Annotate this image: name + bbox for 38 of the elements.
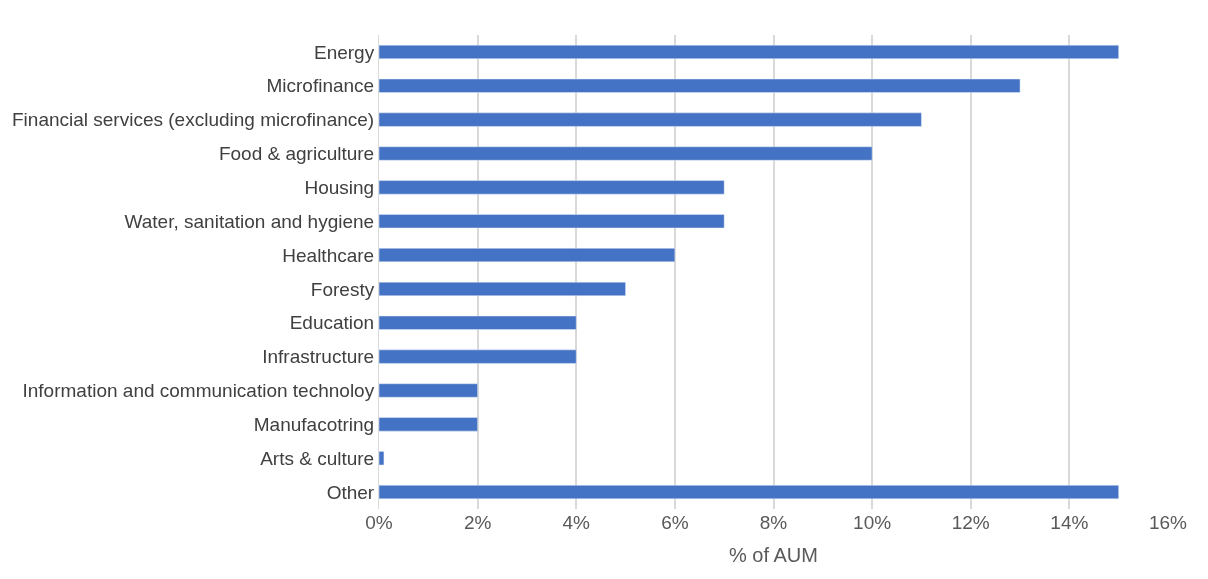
y-tick-label: Infrastructure (262, 346, 375, 368)
y-tick-label: Foresty (310, 278, 375, 300)
y-tick-label: Other (326, 481, 375, 503)
x-tick-label: 10% (853, 512, 892, 533)
bar (379, 44, 1119, 59)
y-tick-label: Water, sanitation and hygiene (124, 210, 375, 232)
bar (379, 78, 1021, 93)
y-tick-label: Food & agriculture (218, 143, 375, 165)
x-axis-title: % of AUM (729, 543, 818, 566)
bar (379, 248, 676, 263)
y-tick-label: Education (289, 312, 375, 334)
x-tick-label: 4% (562, 512, 591, 533)
y-tick-label: Healthcare (282, 244, 375, 266)
bar (379, 214, 725, 229)
bar (379, 315, 577, 330)
bar (379, 112, 922, 127)
bar (379, 417, 478, 432)
x-tick-label: 0% (365, 512, 393, 533)
bar (379, 281, 626, 296)
y-tick-label: Energy (314, 41, 375, 63)
x-tick-label: 14% (1050, 512, 1089, 533)
y-tick-label: Manufacotring (253, 414, 375, 436)
y-tick-label: Housing (304, 177, 375, 199)
x-tick-label: 12% (951, 512, 990, 533)
bar (379, 349, 577, 364)
bar (379, 485, 1119, 500)
bar (379, 146, 873, 161)
x-tick-label: 8% (759, 512, 788, 533)
y-tick-label: Arts & culture (260, 447, 375, 469)
x-tick-label: 6% (661, 512, 689, 533)
x-tick-label: 2% (463, 512, 492, 533)
bar (379, 180, 725, 195)
x-tick-label: 16% (1148, 512, 1188, 533)
bar (379, 451, 385, 466)
bar (379, 383, 478, 398)
y-tick-label: Microfinance (266, 75, 375, 97)
y-tick-label: Information and communication technoloy (22, 380, 375, 402)
y-tick-label: Financial services (excluding microfinance) (12, 109, 375, 131)
